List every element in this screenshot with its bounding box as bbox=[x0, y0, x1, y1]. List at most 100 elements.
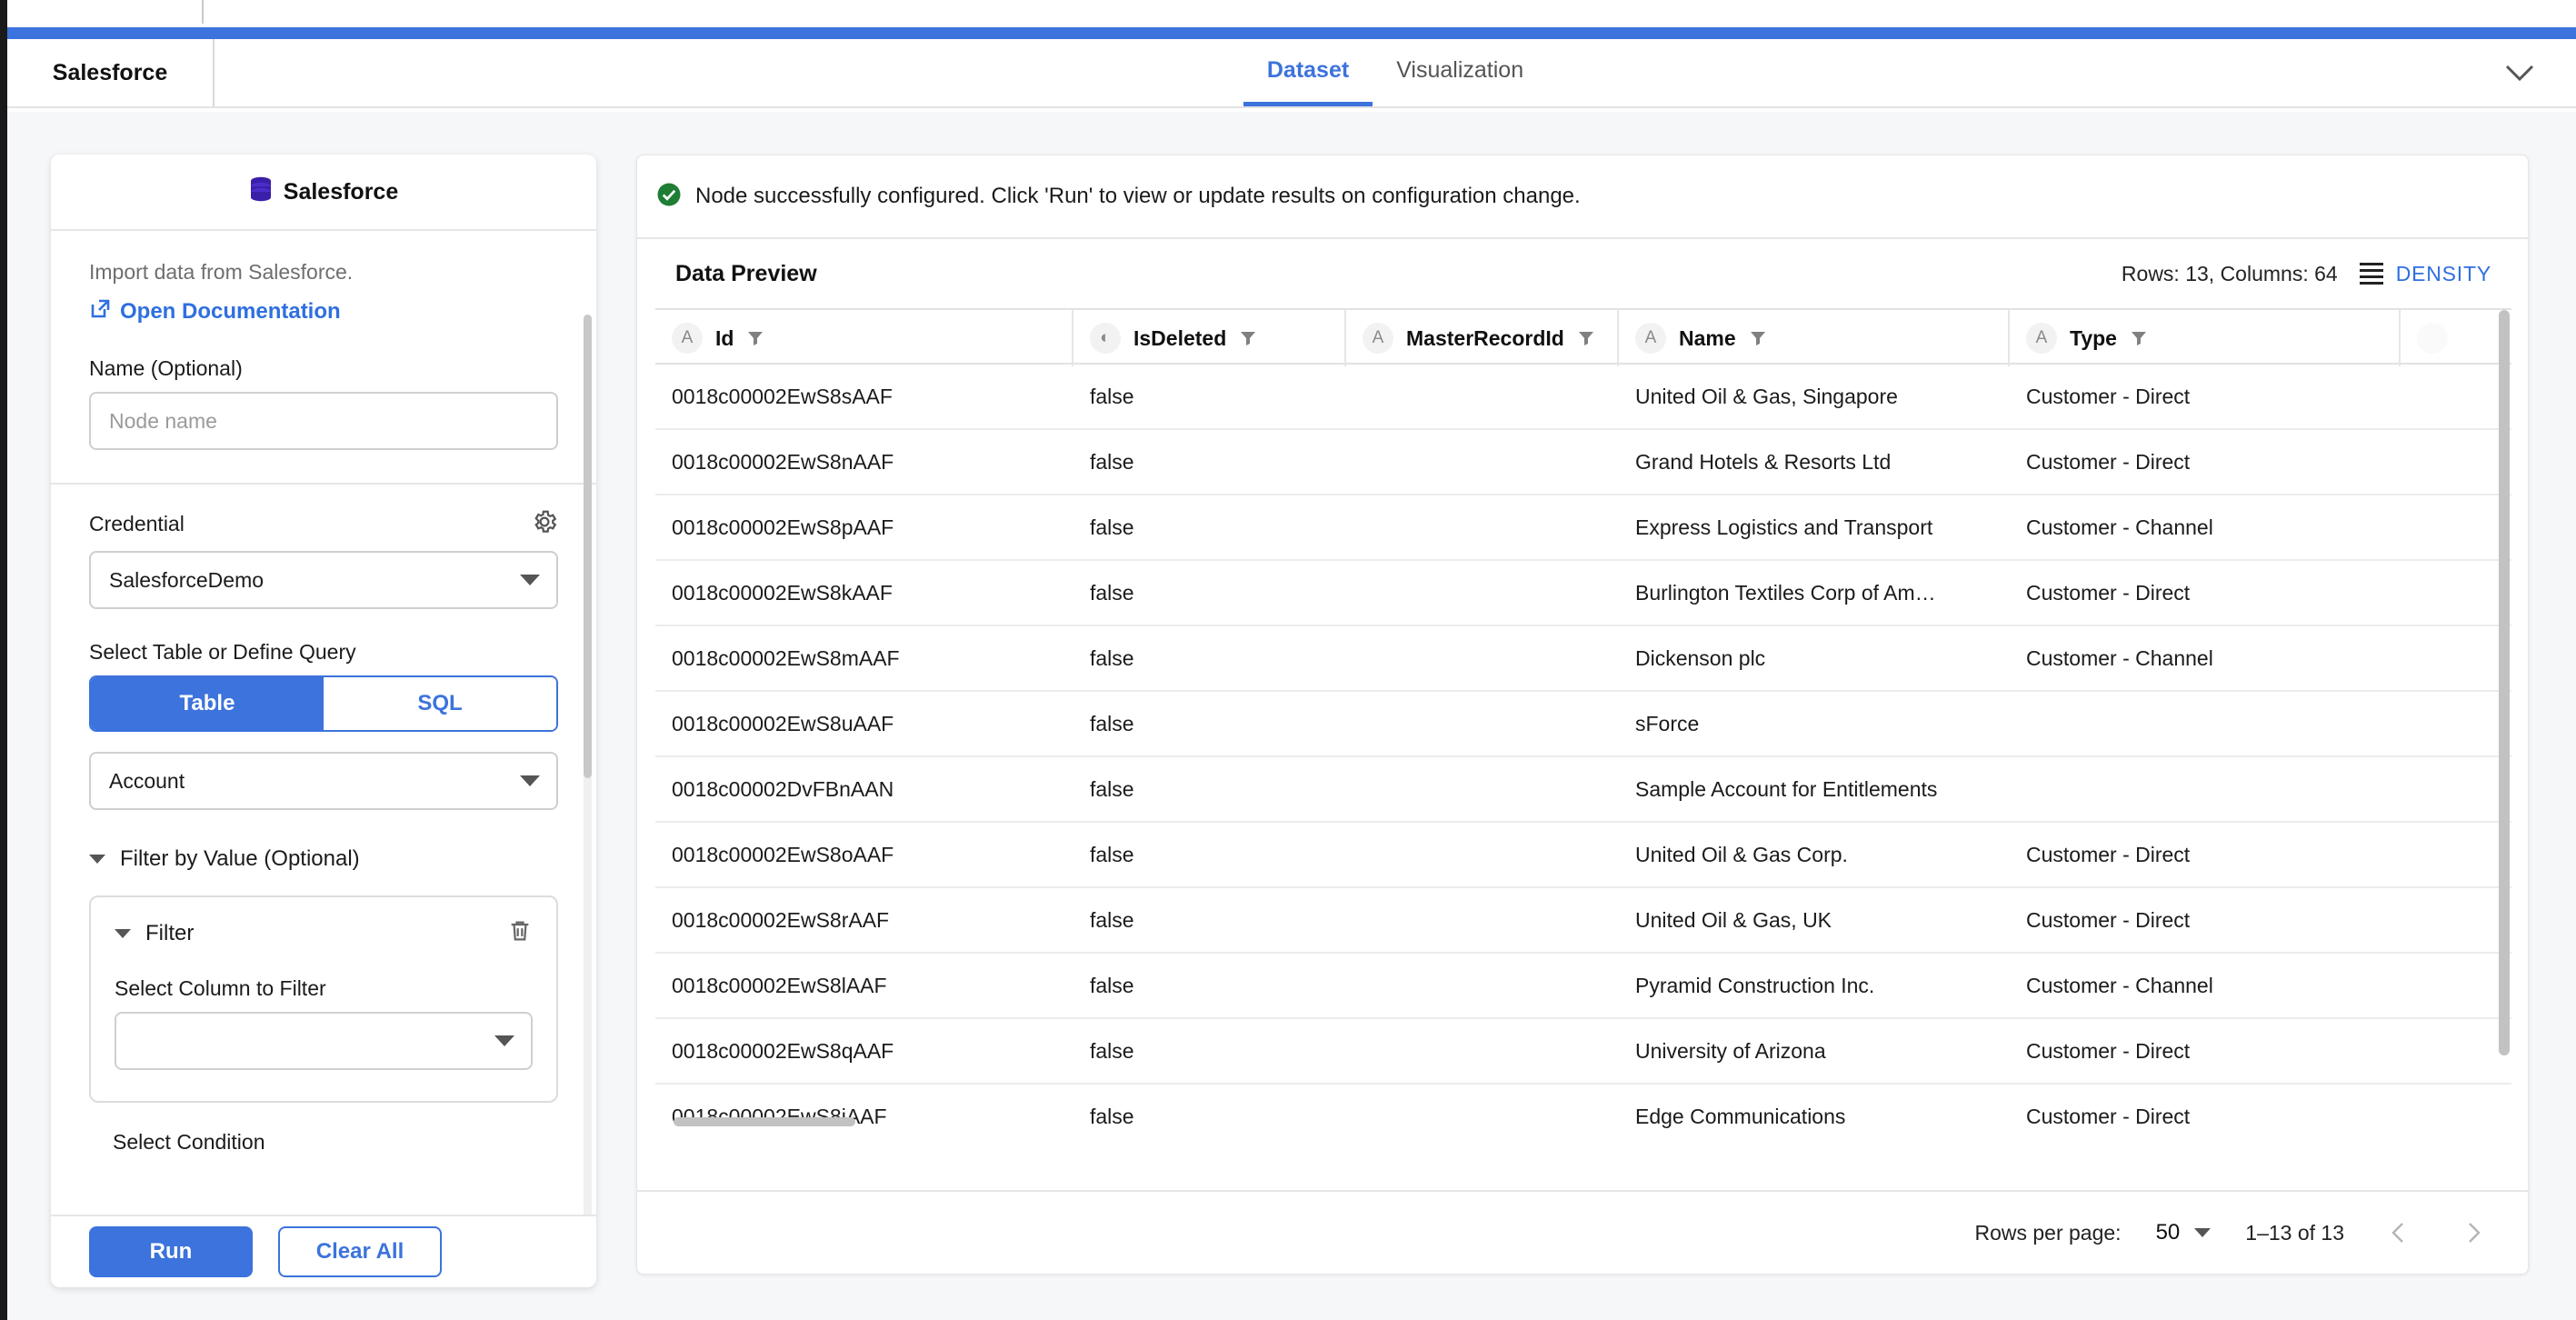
chevron-down-icon bbox=[494, 1035, 514, 1046]
table-cell-name: Pyramid Construction Inc. bbox=[1635, 973, 1875, 997]
tab-visualization[interactable]: Visualization bbox=[1396, 57, 1524, 83]
filter-icon[interactable] bbox=[2130, 329, 2148, 347]
table-row[interactable]: 0018c00002EwS8rAAF false United Oil & Gas,… bbox=[655, 888, 2511, 954]
table-body: 0018c00002EwS8sAAF false United Oil & Gas,… bbox=[655, 365, 2511, 1128]
table-cell-type: Customer - Channel bbox=[2026, 973, 2213, 997]
table-row[interactable]: 0018c00002EwS8sAAF false United Oil & Gas,… bbox=[655, 365, 2511, 430]
table-row[interactable]: 0018c00002EwS8oAAF false United Oil & Gas … bbox=[655, 823, 2511, 888]
chevron-left-icon[interactable] bbox=[2379, 1213, 2419, 1253]
table-cell-masterrecordid bbox=[1346, 626, 1619, 690]
table-row[interactable]: 0018c00002EwS8uAAF false sForce bbox=[655, 692, 2511, 757]
trash-icon[interactable] bbox=[507, 917, 533, 949]
table-row[interactable]: 0018c00002EwS8lAAF false Pyramid Construct… bbox=[655, 954, 2511, 1019]
table-cell-isdeleted: false bbox=[1090, 842, 1134, 866]
toggle-sql[interactable]: SQL bbox=[324, 677, 556, 730]
table-cell-extra bbox=[2401, 1019, 2511, 1083]
select-condition-label: Select Condition bbox=[113, 1130, 265, 1154]
table-cell-isdeleted: false bbox=[1090, 776, 1134, 801]
table-cell-type bbox=[2010, 757, 2401, 821]
table-cell-isdeleted: false bbox=[1090, 645, 1134, 670]
table-cell-id: 0018c00002EwS8qAAF bbox=[672, 1038, 894, 1063]
table-row[interactable]: 0018c00002EwS8pAAF false Express Logistics… bbox=[655, 495, 2511, 561]
column-header-label: Name bbox=[1679, 325, 1736, 350]
config-scrollbar-thumb[interactable] bbox=[584, 315, 592, 778]
table-cell-extra bbox=[2401, 365, 2511, 428]
chevron-right-icon[interactable] bbox=[2453, 1213, 2493, 1253]
table-row[interactable]: 0018c00002EwS8kAAF false Burlington Textil… bbox=[655, 561, 2511, 626]
density-button[interactable]: DENSITY bbox=[2359, 262, 2491, 286]
column-header-type[interactable]: A Type bbox=[2010, 310, 2401, 366]
chevron-down-icon bbox=[520, 575, 540, 585]
filter-icon[interactable] bbox=[1239, 329, 1257, 347]
rows-per-page-select[interactable]: 50 bbox=[2156, 1220, 2212, 1245]
table-cell-type: Customer - Direct bbox=[2026, 384, 2191, 408]
tab-dataset[interactable]: Dataset bbox=[1243, 39, 1373, 106]
clear-all-button[interactable]: Clear All bbox=[278, 1226, 442, 1277]
table-cell-extra bbox=[2401, 561, 2511, 625]
table-cell-type: Customer - Direct bbox=[2026, 580, 2191, 605]
column-header-isdeleted[interactable]: ◐ IsDeleted bbox=[1073, 310, 1346, 366]
table-cell-id: 0018c00002EwS8nAAF bbox=[672, 449, 894, 474]
filter-card: Filter Select Column to Filter bbox=[89, 895, 558, 1103]
open-documentation-label: Open Documentation bbox=[120, 298, 341, 324]
credential-select[interactable]: SalesforceDemo bbox=[89, 551, 558, 609]
open-documentation-link[interactable]: Open Documentation bbox=[89, 297, 558, 325]
table-cell-isdeleted: false bbox=[1090, 580, 1134, 605]
column-header-extra[interactable] bbox=[2401, 310, 2511, 366]
table-cell-isdeleted: false bbox=[1090, 907, 1134, 932]
table-row[interactable]: 0018c00002EwS8qAAF false University of Ari… bbox=[655, 1019, 2511, 1085]
gear-icon[interactable] bbox=[531, 508, 558, 540]
filter-icon[interactable] bbox=[1749, 329, 1767, 347]
table-row[interactable]: 0018c00002EwS8mAAF false Dickenson plc Cust… bbox=[655, 626, 2511, 692]
top-strip-divider bbox=[202, 0, 204, 24]
table-cell-extra bbox=[2401, 823, 2511, 886]
column-header-id[interactable]: A Id bbox=[655, 310, 1073, 366]
column-type-icon: A bbox=[672, 323, 703, 354]
table-row[interactable]: 0018c00002EwS8nAAF false Grand Hotels & Re… bbox=[655, 430, 2511, 495]
select-column-dropdown[interactable] bbox=[115, 1012, 533, 1070]
filter-title: Filter bbox=[145, 920, 195, 945]
table-row[interactable]: 0018c00002DvFBnAAN false Sample Account fo… bbox=[655, 757, 2511, 823]
config-panel-title: Salesforce bbox=[283, 178, 399, 205]
table-select[interactable]: Account bbox=[89, 752, 558, 810]
table-cell-extra bbox=[2401, 954, 2511, 1017]
node-name-input[interactable]: Node name bbox=[89, 392, 558, 450]
table-cell-extra bbox=[2401, 757, 2511, 821]
pagination-range: 1–13 of 13 bbox=[2245, 1220, 2344, 1245]
caret-down-icon[interactable] bbox=[115, 928, 131, 938]
table-cell-extra bbox=[2401, 430, 2511, 494]
table-horizontal-scrollbar-track[interactable] bbox=[674, 1117, 2491, 1128]
column-header-label: MasterRecordId bbox=[1406, 325, 1564, 350]
column-header-masterrecordid[interactable]: A MasterRecordId bbox=[1346, 310, 1619, 366]
table-cell-masterrecordid bbox=[1346, 561, 1619, 625]
table-cell-type: Customer - Channel bbox=[2026, 645, 2213, 670]
column-type-icon: A bbox=[2026, 323, 2057, 354]
page-title: Salesforce bbox=[7, 39, 215, 106]
check-circle-icon bbox=[655, 181, 683, 213]
column-header-name[interactable]: A Name bbox=[1619, 310, 2010, 366]
table-cell-name: United Oil & Gas, Singapore bbox=[1635, 384, 1898, 408]
table-cell-masterrecordid bbox=[1346, 365, 1619, 428]
run-button[interactable]: Run bbox=[89, 1226, 253, 1277]
table-footer: Rows per page: 50 1–13 of 13 bbox=[637, 1190, 2528, 1274]
filter-by-value-toggle[interactable]: Filter by Value (Optional) bbox=[89, 846, 558, 872]
toggle-table[interactable]: Table bbox=[91, 677, 324, 730]
data-table: A Id ◐ IsDeleted A MasterRecordId A Name A Type 0… bbox=[655, 308, 2511, 1128]
table-cell-name: United Oil & Gas, UK bbox=[1635, 907, 1832, 932]
table-cell-name: Express Logistics and Transport bbox=[1635, 515, 1933, 539]
rows-per-page-label: Rows per page: bbox=[1974, 1220, 2122, 1245]
filter-icon[interactable] bbox=[746, 329, 764, 347]
density-icon bbox=[2359, 263, 2383, 285]
data-preview-controls: Rows: 13, Columns: 64 DENSITY bbox=[2122, 262, 2491, 286]
table-horizontal-scrollbar-thumb[interactable] bbox=[674, 1117, 855, 1126]
filter-icon[interactable] bbox=[1577, 329, 1595, 347]
table-cell-isdeleted: false bbox=[1090, 384, 1134, 408]
config-panel-footer: Run Clear All bbox=[51, 1215, 596, 1287]
config-panel-body: Import data from Salesforce. Open Docume… bbox=[51, 231, 596, 1215]
table-cell-type bbox=[2010, 692, 2401, 755]
chevron-down-icon[interactable] bbox=[2501, 59, 2538, 86]
table-cell-name: Dickenson plc bbox=[1635, 645, 1766, 670]
table-vertical-scrollbar[interactable] bbox=[2499, 310, 2510, 1055]
header-bar: Salesforce Dataset Visualization bbox=[7, 39, 2576, 108]
config-panel: Salesforce Import data from Salesforce. … bbox=[51, 155, 596, 1287]
